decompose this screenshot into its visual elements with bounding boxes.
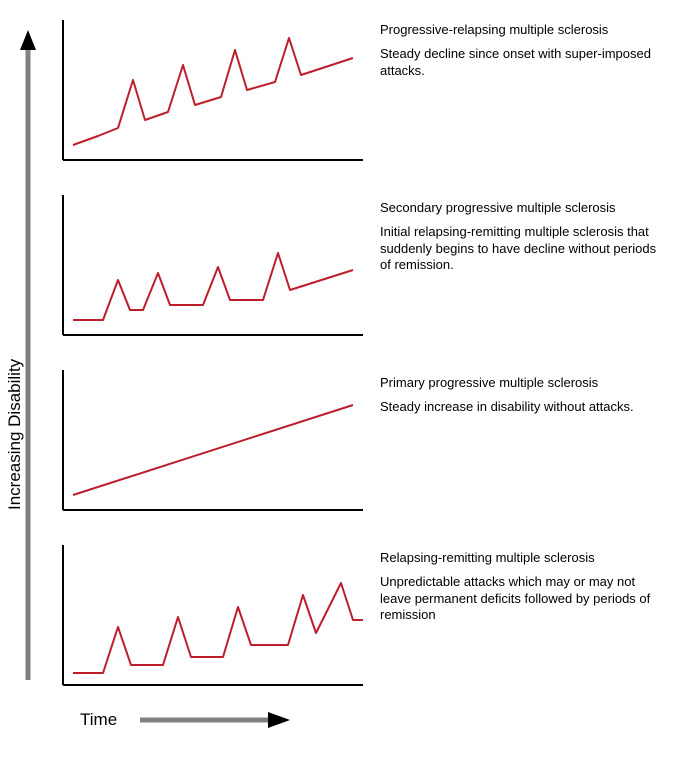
panel-progressive-relapsing	[58, 20, 368, 170]
text-primary-progressive: Primary progressive multiple sclerosis St…	[380, 375, 660, 416]
chart-secondary-progressive	[58, 195, 368, 345]
x-axis-label: Time	[80, 710, 117, 730]
x-axis-arrow	[140, 708, 295, 732]
desc-secondary-progressive: Initial relapsing-remitting multiple scl…	[380, 224, 660, 273]
panel-secondary-progressive	[58, 195, 368, 345]
desc-progressive-relapsing: Steady decline since onset with super-im…	[380, 46, 660, 79]
title-secondary-progressive: Secondary progressive multiple sclerosis	[380, 200, 660, 216]
title-progressive-relapsing: Progressive-relapsing multiple sclerosis	[380, 22, 660, 38]
desc-primary-progressive: Steady increase in disability without at…	[380, 399, 660, 415]
y-axis-label: Increasing Disability	[5, 359, 25, 510]
trace-relapsing-remitting	[73, 583, 363, 673]
chart-progressive-relapsing	[58, 20, 368, 170]
trace-secondary-progressive	[73, 253, 353, 320]
panel-primary-progressive	[58, 370, 368, 520]
desc-relapsing-remitting: Unpredictable attacks which may or may n…	[380, 574, 660, 623]
text-relapsing-remitting: Relapsing-remitting multiple sclerosis Un…	[380, 550, 660, 623]
chart-relapsing-remitting	[58, 545, 368, 695]
title-primary-progressive: Primary progressive multiple sclerosis	[380, 375, 660, 391]
trace-primary-progressive	[73, 405, 353, 495]
text-secondary-progressive: Secondary progressive multiple sclerosis…	[380, 200, 660, 273]
panel-relapsing-remitting	[58, 545, 368, 695]
text-progressive-relapsing: Progressive-relapsing multiple sclerosis…	[380, 22, 660, 79]
chart-primary-progressive	[58, 370, 368, 520]
trace-progressive-relapsing	[73, 38, 353, 145]
ms-types-diagram: Increasing Disability Time Progressive-r…	[0, 0, 679, 764]
title-relapsing-remitting: Relapsing-remitting multiple sclerosis	[380, 550, 660, 566]
